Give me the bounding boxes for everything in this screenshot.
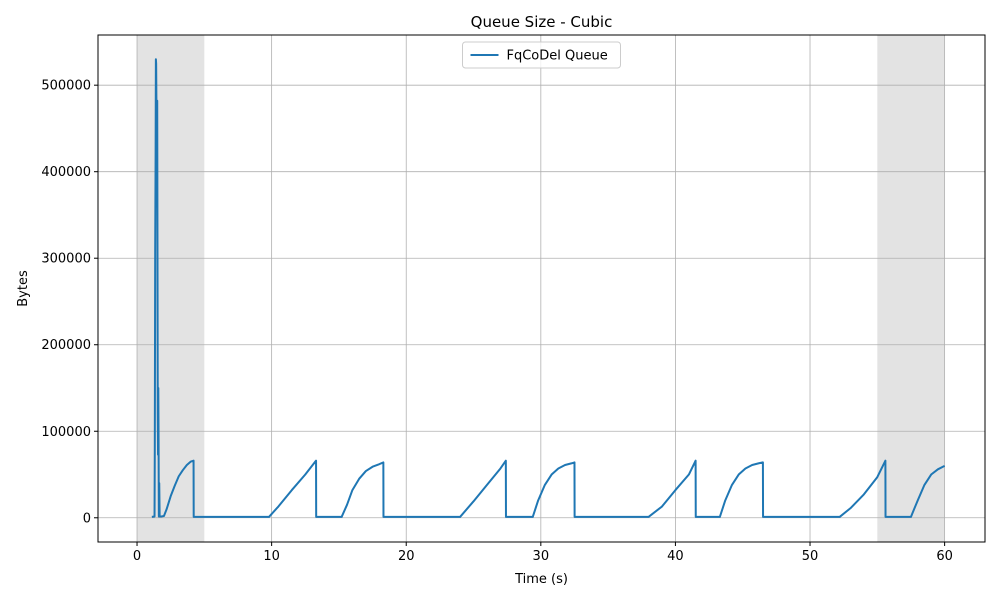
shaded-region-2 <box>877 35 945 542</box>
y-axis-label: Bytes <box>16 270 31 307</box>
y-tick-label: 400000 <box>41 165 91 180</box>
x-tick-label: 0 <box>133 549 141 564</box>
chart-title: Queue Size - Cubic <box>471 13 613 31</box>
x-tick-label: 10 <box>263 549 280 564</box>
y-tick-label: 300000 <box>41 252 91 267</box>
x-tick-label: 20 <box>398 549 415 564</box>
axis-ticks: 0 10 20 30 40 50 60 0 100000 200000 300000 400000 50… <box>41 79 953 564</box>
y-tick-label: 100000 <box>41 425 91 440</box>
shaded-region-1 <box>137 35 205 542</box>
series-layer <box>151 58 946 518</box>
y-tick-label: 200000 <box>41 338 91 353</box>
legend-entry-label: FqCoDel Queue <box>507 49 608 64</box>
x-tick-label: 60 <box>936 549 953 564</box>
y-tick-label: 0 <box>83 511 91 526</box>
x-tick-label: 30 <box>533 549 550 564</box>
x-tick-label: 50 <box>802 549 819 564</box>
series-line-1 <box>151 58 946 518</box>
grid-lines <box>98 35 985 542</box>
x-axis-label: Time (s) <box>514 572 568 587</box>
y-tick-label: 500000 <box>41 79 91 94</box>
x-tick-label: 40 <box>667 549 684 564</box>
axes-frame <box>97 34 986 543</box>
legend: FqCoDel Queue <box>462 41 621 69</box>
shaded-regions <box>137 35 945 542</box>
legend-box <box>462 41 621 69</box>
